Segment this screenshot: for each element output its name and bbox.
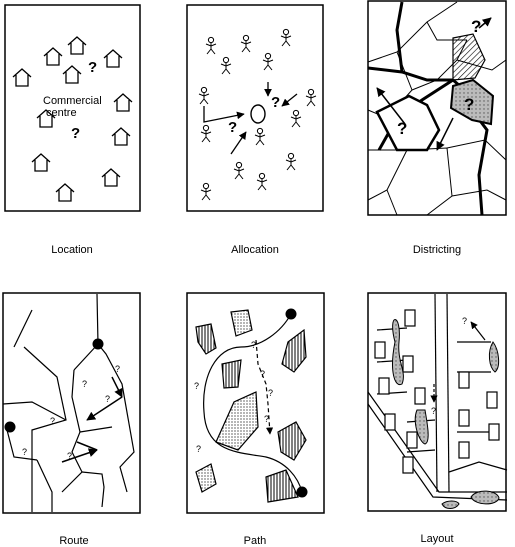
obstacle [281,328,307,373]
path-line [203,313,303,493]
building [458,441,470,459]
question-mark: ? [268,388,273,398]
caption-layout: Layout [420,533,454,545]
question-mark: ? [105,394,110,404]
obstacle [195,463,217,493]
question-mark: ? [471,17,481,36]
facility-circle [250,104,266,124]
building [458,409,470,427]
question-mark: ? [194,381,199,391]
building [384,413,396,431]
park-area [488,341,500,373]
building [374,341,386,359]
obstacle [230,309,253,337]
dashed-path [255,339,274,435]
obstacle [215,391,259,451]
location-panel: Commercial centre ? ? [4,4,141,212]
building [406,431,418,449]
question-mark: ? [264,414,269,424]
question-mark: ? [397,119,407,138]
commercial-label-line1: Commercial [43,95,102,107]
question-mark: ? [271,94,280,111]
question-mark: ? [22,447,27,457]
question-mark: ? [431,406,436,416]
selected-district [375,94,441,152]
path-end-node [296,486,308,498]
caption-location: Location [51,244,93,256]
question-mark: ? [196,444,201,454]
layout-panel: ? ? [367,292,509,514]
building [486,391,498,409]
question-mark: ? [71,125,80,142]
caption-route: Route [59,535,89,547]
question-mark: ? [50,416,55,426]
question-mark: ? [88,59,97,76]
caption-districting: Districting [412,244,462,256]
caption-allocation: Allocation [231,244,279,256]
question-mark: ? [462,316,467,326]
obstacle [265,469,299,503]
question-mark: ? [67,451,72,461]
question-mark: ? [82,379,87,389]
park-area [414,409,429,445]
caption-path: Path [243,535,267,547]
building [404,309,416,327]
route-panel: ? ? ? ? ? ? [2,292,142,514]
hatched-district [452,33,486,81]
commercial-label-line2: centre [46,107,77,119]
building [402,456,414,474]
path-panel: ? ? ? ? ? ? [186,292,326,514]
building [378,377,390,395]
question-mark: ? [228,119,237,136]
stippled-district [449,78,495,126]
park-area [441,500,460,509]
park-area [392,319,404,386]
building [488,423,500,441]
obstacle [195,323,217,355]
path-start-node [285,308,297,320]
obstacle [221,359,242,389]
building [402,355,414,373]
allocation-panel: ? ? [186,4,324,212]
route-start-node [92,338,104,350]
building [414,387,426,405]
question-mark: ? [251,340,256,350]
building [458,371,470,389]
question-mark: ? [115,364,120,374]
park-area [470,490,500,505]
districting-panel: ? ? ? [367,0,507,216]
question-mark: ? [464,95,474,114]
route-end-node [4,421,16,433]
obstacle [277,421,307,461]
question-mark: ? [260,369,265,379]
